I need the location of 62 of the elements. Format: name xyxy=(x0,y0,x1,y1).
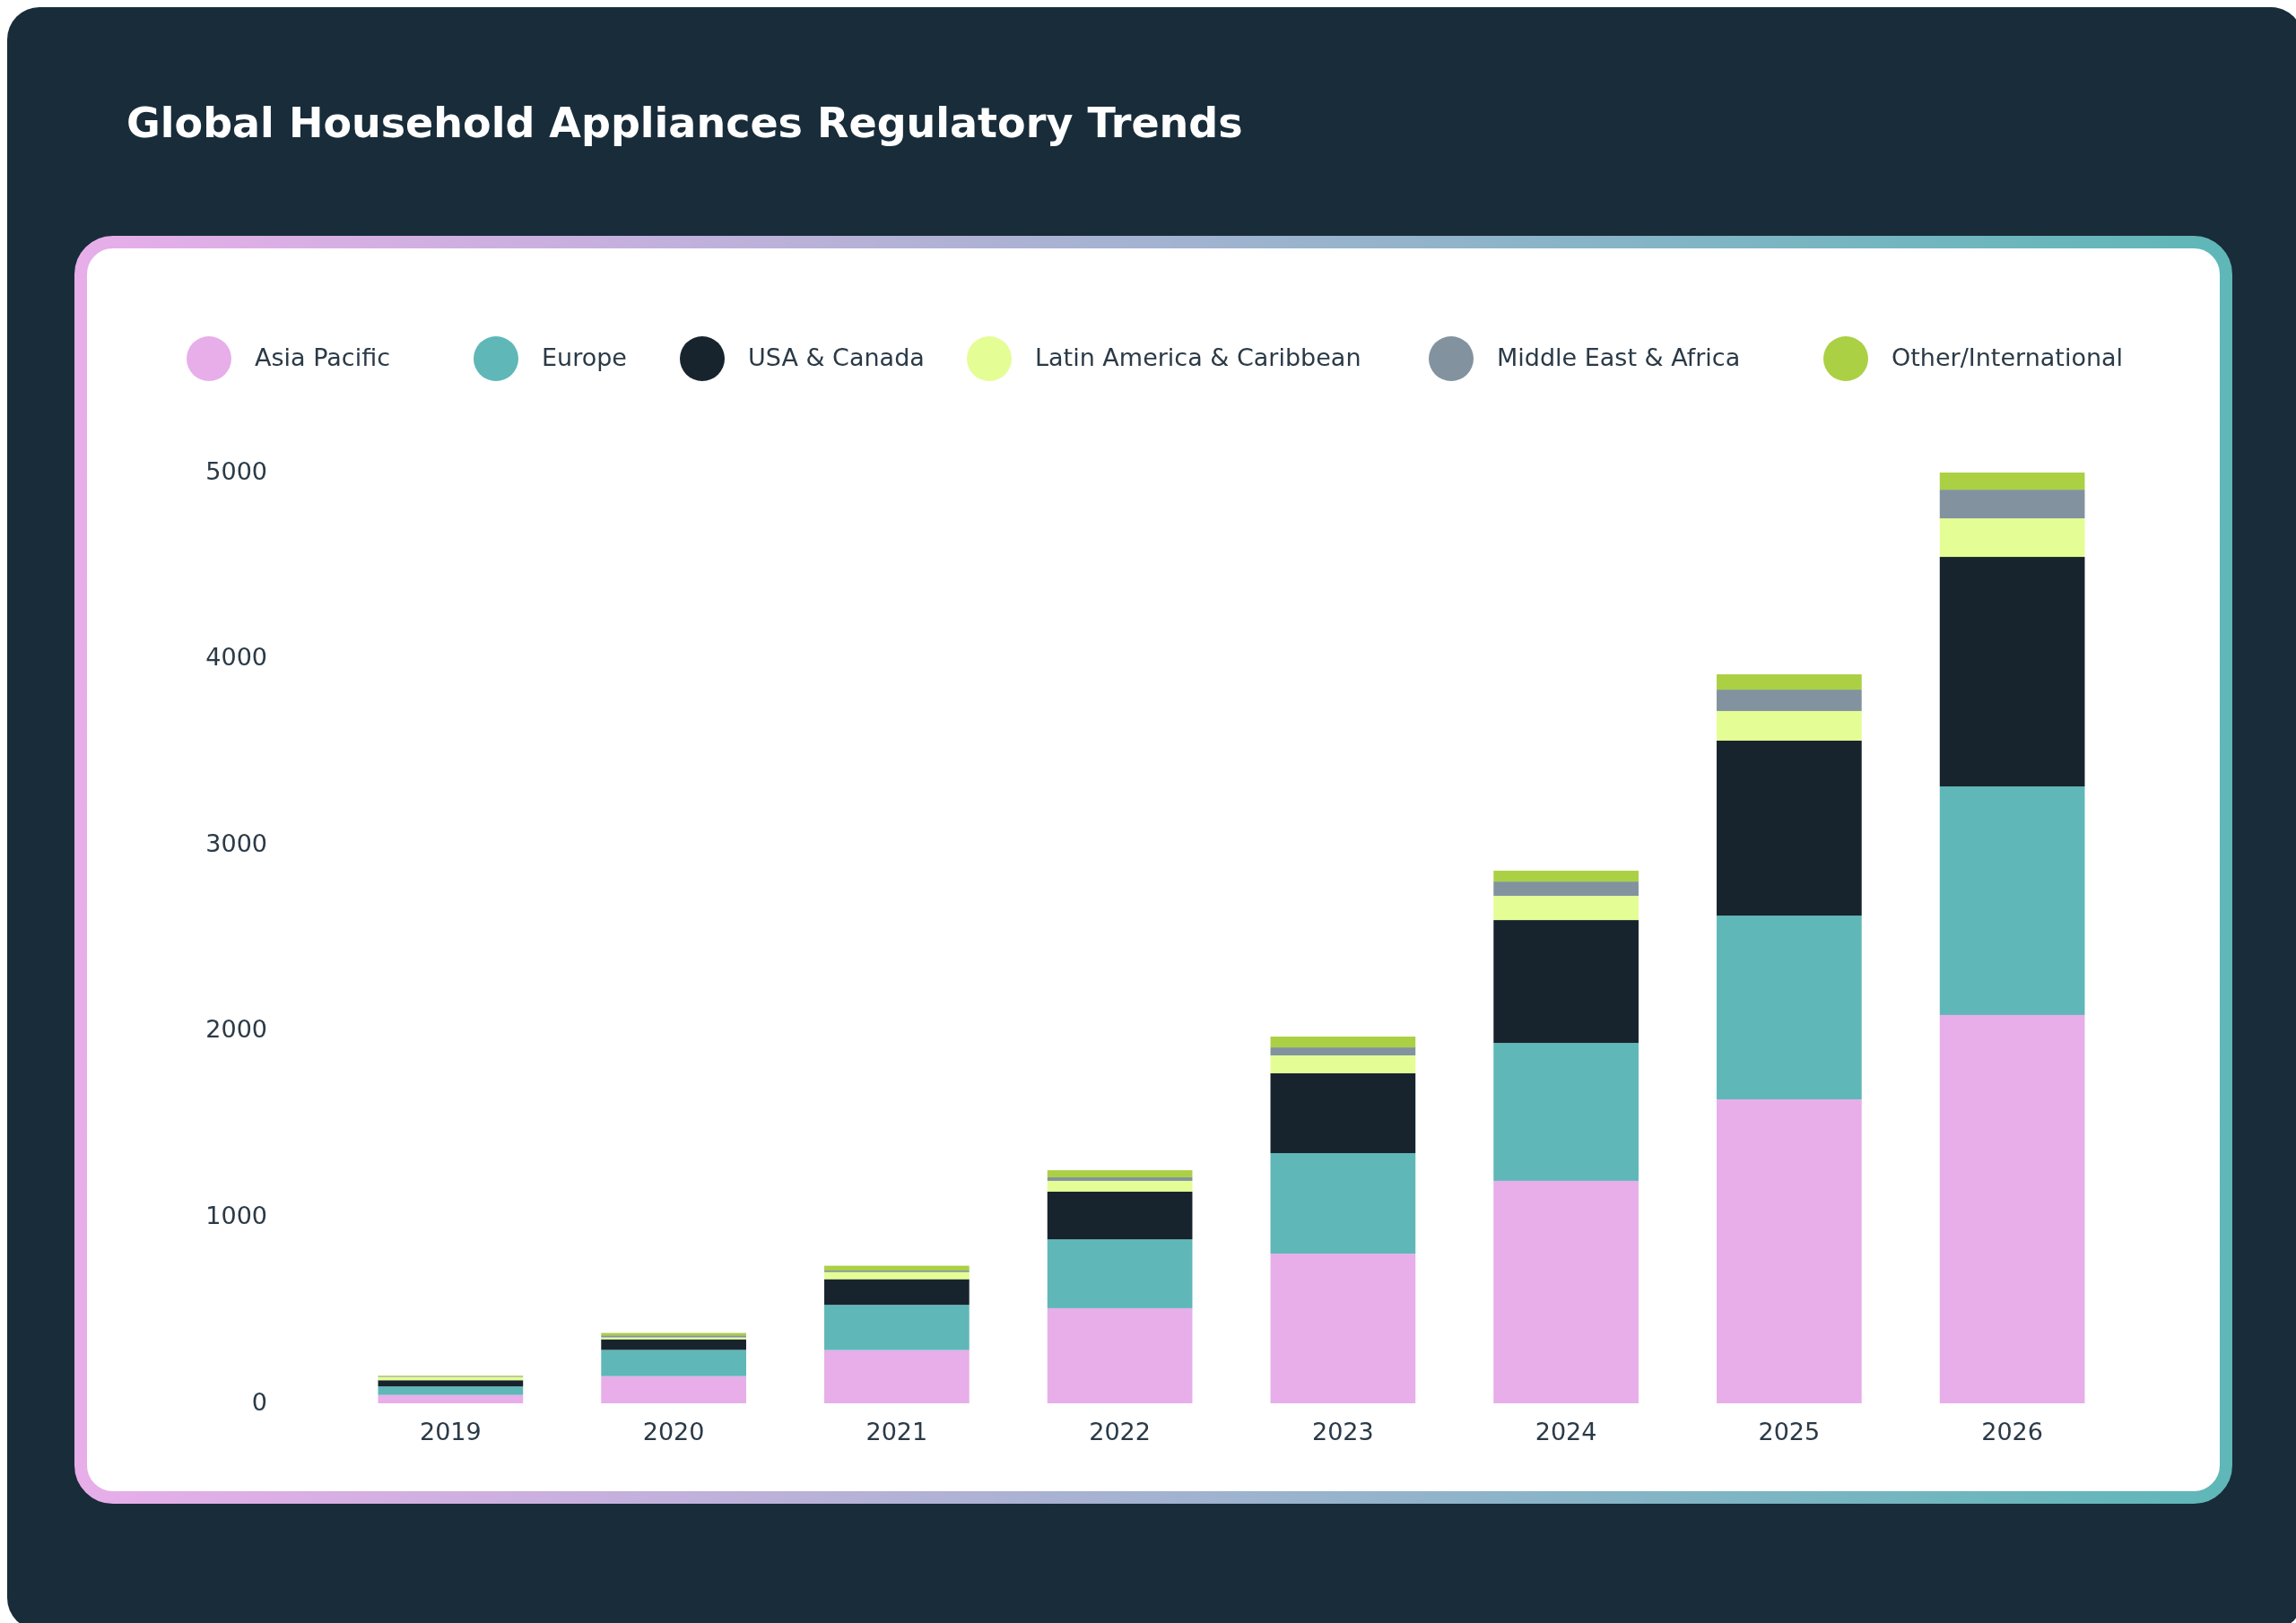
bar xyxy=(1939,473,2085,490)
bar xyxy=(378,1394,524,1403)
bar xyxy=(1270,1152,1416,1254)
legend-label: USA & Canada xyxy=(748,343,925,371)
bar xyxy=(824,1265,970,1271)
bar xyxy=(1270,1047,1416,1055)
bar xyxy=(1493,1043,1639,1181)
x-tick-label: 2024 xyxy=(1535,1418,1597,1445)
chart-title: Global Household Appliances Regulatory Trends xyxy=(126,99,1243,147)
y-tick-label: 2000 xyxy=(205,1015,267,1044)
bar xyxy=(1270,1055,1416,1073)
bar xyxy=(378,1386,524,1395)
y-tick-label: 1000 xyxy=(205,1201,267,1229)
bar xyxy=(1717,690,1862,711)
bar xyxy=(1047,1176,1193,1181)
y-tick-label: 3000 xyxy=(205,829,267,857)
bar xyxy=(601,1376,746,1403)
x-tick-label: 2020 xyxy=(642,1418,705,1445)
bar xyxy=(1047,1307,1193,1403)
bar xyxy=(1270,1037,1416,1048)
x-tick-label: 2022 xyxy=(1089,1418,1151,1445)
legend-label: Middle East & Africa xyxy=(1497,343,1741,371)
bar xyxy=(1270,1254,1416,1403)
legend-label: Latin America & Caribbean xyxy=(1035,343,1361,371)
bar xyxy=(1047,1170,1193,1177)
x-tick-label: 2021 xyxy=(865,1418,928,1445)
bar xyxy=(1493,871,1639,882)
bar xyxy=(1939,786,2085,1015)
x-tick-label: 2025 xyxy=(1758,1418,1821,1445)
x-tick-label: 2026 xyxy=(1981,1418,2043,1445)
bar xyxy=(378,1380,524,1387)
legend-label: Asia Pacific xyxy=(255,343,390,371)
bar xyxy=(1939,518,2085,558)
x-tick-label: 2019 xyxy=(420,1418,482,1445)
legend-label: Other/International xyxy=(1892,343,2124,371)
bar xyxy=(1939,1014,2085,1403)
y-tick-label: 0 xyxy=(251,1387,267,1416)
bar xyxy=(824,1350,970,1403)
y-tick-label: 4000 xyxy=(205,643,267,672)
x-tick-label: 2023 xyxy=(1312,1418,1374,1445)
bar xyxy=(1047,1191,1193,1240)
bar xyxy=(1717,674,1862,690)
bar xyxy=(1493,1180,1639,1403)
bar xyxy=(1717,1098,1862,1403)
legend-label: Europe xyxy=(542,343,627,371)
bar xyxy=(1493,896,1639,921)
bar xyxy=(1270,1072,1416,1153)
bar xyxy=(1493,881,1639,897)
bar xyxy=(824,1279,970,1306)
bar xyxy=(824,1271,970,1280)
bar xyxy=(1717,916,1862,1099)
bar xyxy=(601,1350,746,1376)
bar xyxy=(1047,1180,1193,1192)
bar xyxy=(1717,710,1862,741)
y-tick-label: 5000 xyxy=(205,456,267,485)
bar xyxy=(1939,490,2085,519)
bar xyxy=(1717,740,1862,916)
bar xyxy=(824,1305,970,1350)
bar xyxy=(601,1339,746,1350)
bar xyxy=(1939,557,2085,787)
bar xyxy=(1493,920,1639,1044)
bar xyxy=(1047,1239,1193,1308)
